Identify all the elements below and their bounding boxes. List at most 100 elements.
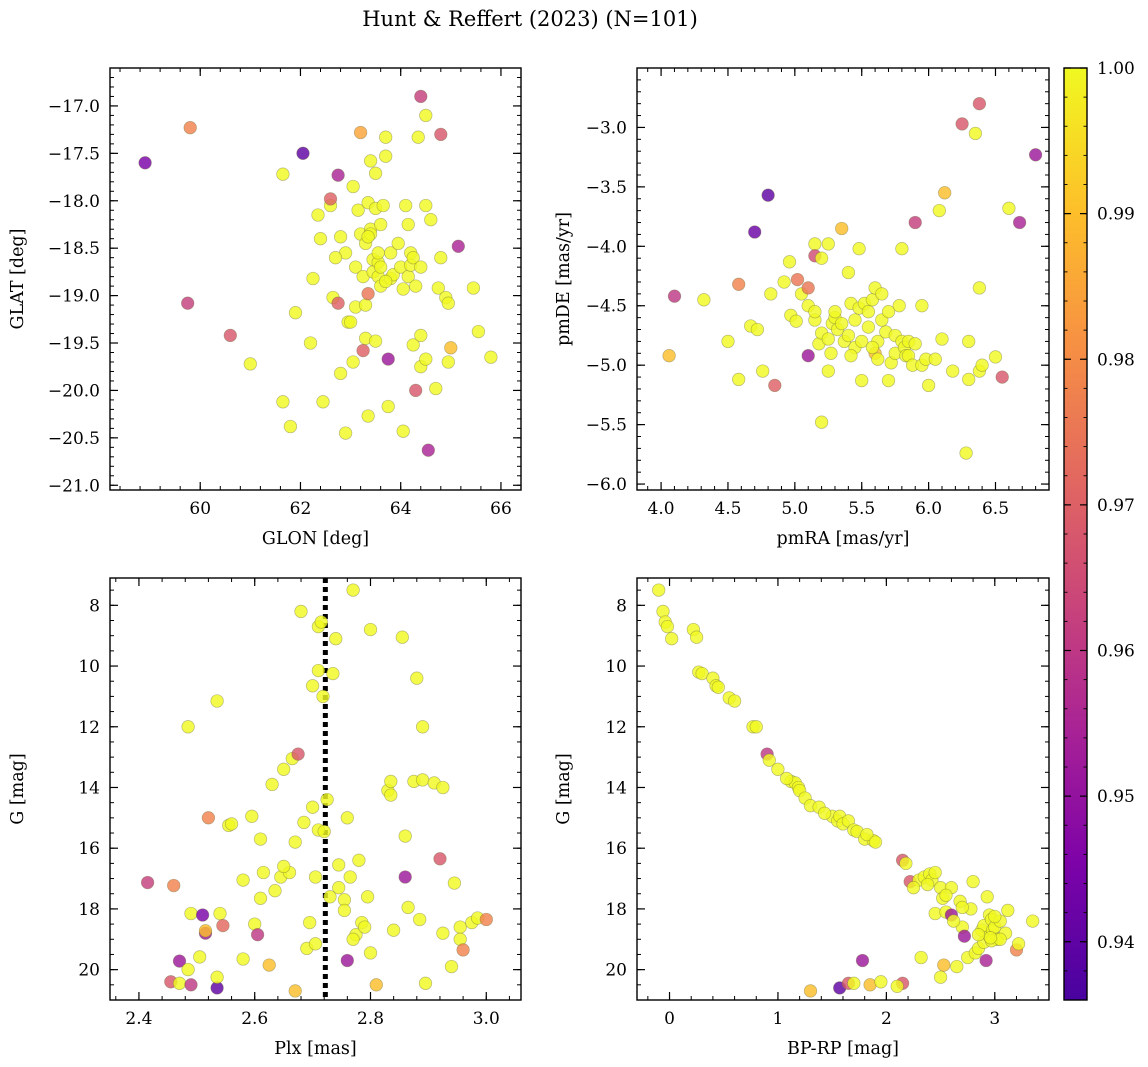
data-point [317, 824, 331, 839]
data-point [895, 242, 909, 256]
data-point [401, 900, 415, 915]
y-tick-label: 10 [605, 657, 627, 677]
data-point [892, 299, 906, 313]
y-tick-label: 8 [89, 596, 100, 616]
x-axis-label: BP-RP [mag] [787, 1039, 899, 1059]
colorbar-tick-label: 0.95 [1097, 787, 1135, 807]
plot-area [652, 583, 1040, 998]
data-point [771, 762, 785, 776]
data-point [406, 338, 420, 352]
data-point [213, 906, 227, 921]
data-point [890, 979, 904, 993]
data-point [332, 858, 346, 872]
data-point [358, 298, 373, 312]
colorbar-tick-label: 0.98 [1097, 350, 1135, 370]
data-point [277, 762, 291, 776]
data-point [368, 334, 383, 348]
x-tick-label: 1 [773, 1009, 784, 1029]
data-point [316, 689, 330, 704]
data-point [429, 381, 443, 396]
data-point [236, 952, 250, 966]
data-point [223, 328, 237, 343]
data-point [424, 213, 438, 227]
data-point [451, 239, 465, 253]
x-tick-label: 62 [290, 499, 312, 519]
data-point [689, 630, 704, 644]
data-point [915, 299, 929, 313]
data-point [995, 370, 1009, 384]
y-axis-label: G [mag] [554, 753, 574, 824]
data-point [277, 859, 291, 874]
data-point [761, 188, 775, 202]
data-point [276, 395, 290, 409]
y-tick-label: 18 [605, 900, 627, 920]
data-point [1002, 201, 1016, 215]
data-point [441, 355, 455, 369]
y-tick-label: 20 [78, 961, 100, 981]
y-tick-label: 14 [78, 778, 100, 798]
x-tick-label: 5.5 [848, 499, 875, 519]
data-point [962, 372, 976, 387]
y-axis-label: GLAT [deg] [8, 229, 28, 330]
data-point [195, 908, 210, 922]
y-tick-label: 12 [78, 718, 100, 738]
colorbar-tick-label: 0.97 [1097, 496, 1135, 516]
data-point [756, 364, 770, 378]
data-point [172, 954, 187, 968]
data-point [346, 583, 360, 597]
data-point [363, 622, 378, 637]
data-point [749, 720, 763, 734]
data-point [662, 349, 676, 363]
data-point [410, 671, 424, 685]
figure-title: Hunt & Reffert (2023) (N=101) [362, 7, 698, 31]
data-point [821, 364, 835, 378]
y-tick-label: 20 [605, 961, 627, 981]
data-point [379, 130, 393, 144]
y-tick-label: 10 [78, 657, 100, 677]
data-point [697, 293, 711, 307]
data-point [750, 322, 765, 337]
colorbar-tick-label: 1.00 [1097, 59, 1135, 79]
y-tick-label: −19.0 [48, 287, 100, 307]
data-point [296, 146, 310, 160]
y-tick-label: −20.5 [48, 429, 100, 449]
data-point [381, 352, 395, 366]
data-point [333, 366, 348, 381]
data-point [667, 289, 682, 303]
data-point [972, 97, 987, 111]
data-point [906, 881, 921, 895]
data-point [303, 336, 318, 350]
data-point [988, 909, 1002, 924]
data-point [198, 924, 213, 938]
y-tick-label: 14 [605, 778, 627, 798]
data-point [1001, 903, 1015, 918]
data-point [329, 632, 343, 646]
data-point [881, 305, 896, 319]
data-point [181, 962, 195, 977]
x-tick-label: 66 [490, 499, 512, 519]
data-point [369, 978, 383, 992]
data-point [288, 835, 302, 849]
data-point [323, 890, 337, 904]
data-point [181, 720, 195, 734]
data-point [419, 108, 433, 123]
data-point [436, 926, 450, 940]
data-point [453, 920, 467, 934]
data-point [727, 694, 742, 708]
data-point [305, 679, 320, 693]
data-point [399, 198, 413, 213]
data-point [914, 950, 928, 965]
data-point [361, 287, 375, 301]
data-point [140, 875, 155, 890]
data-point [346, 932, 360, 946]
data-point [337, 903, 352, 918]
y-tick-label: −21.0 [48, 476, 100, 496]
data-point [288, 984, 302, 998]
data-point [844, 349, 858, 363]
data-point [852, 242, 866, 256]
data-point [414, 328, 428, 343]
data-point [376, 198, 390, 213]
data-point [835, 221, 849, 236]
data-point [466, 281, 481, 295]
data-point [409, 279, 423, 293]
